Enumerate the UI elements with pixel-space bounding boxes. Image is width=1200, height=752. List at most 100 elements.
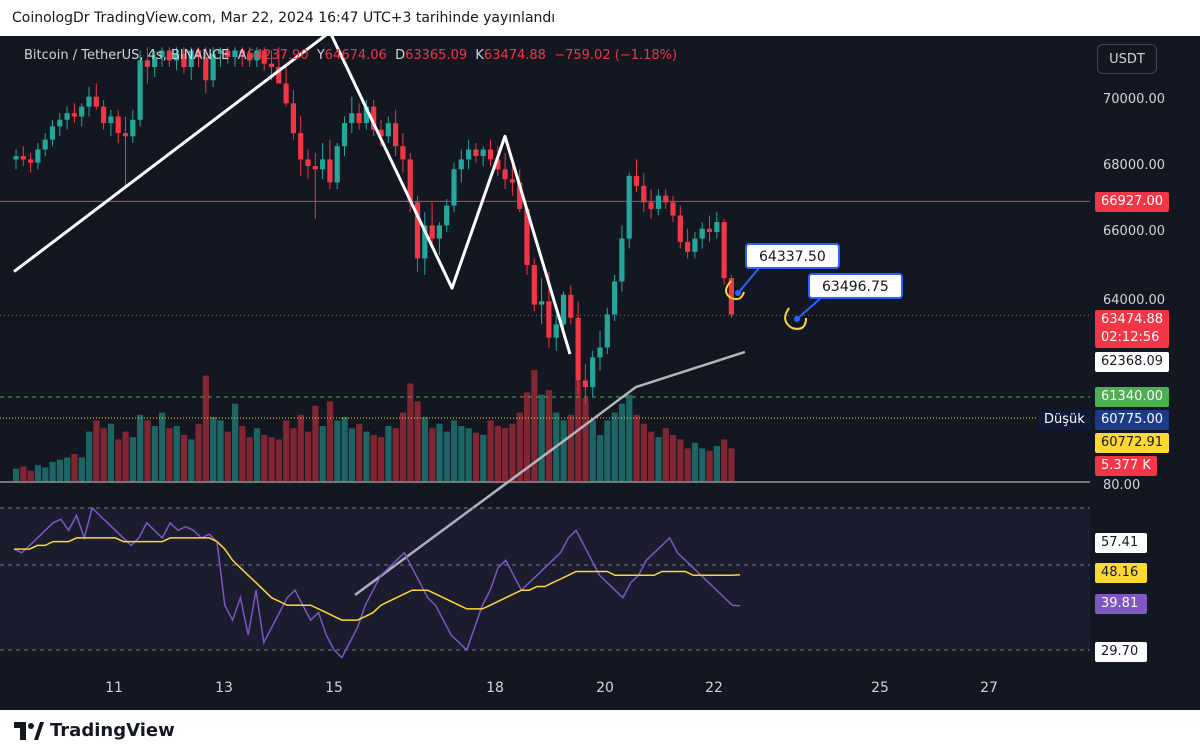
candle-body [101, 106, 107, 124]
rsi-band [0, 508, 1090, 650]
candle-body [64, 113, 70, 120]
candle-body [115, 116, 121, 133]
volume-bar [348, 428, 355, 482]
candle-body [144, 60, 150, 67]
candle-body [195, 50, 202, 58]
candle-body [692, 238, 698, 252]
volume-ma-badge: 60772.91 [1095, 433, 1170, 453]
volume-bar [334, 420, 341, 482]
volume-bar [524, 392, 531, 482]
moving-average-line [354, 350, 746, 597]
candle-body [685, 241, 691, 252]
candle-body [312, 166, 318, 170]
footer-bar: TradingView [0, 710, 1200, 752]
volume-bar [159, 412, 166, 482]
candle-body [444, 205, 450, 226]
candle-body [93, 96, 99, 107]
volume-bar [246, 437, 253, 482]
annotation-marks [725, 266, 823, 330]
candle-body [539, 301, 545, 305]
currency-button[interactable]: USDT [1097, 44, 1157, 74]
candle-body [371, 106, 377, 130]
candle-body [604, 314, 610, 348]
volume-bar [202, 375, 209, 482]
volume-bar [151, 426, 158, 482]
price-callout-second[interactable]: 63496.75 [808, 273, 903, 299]
volume-bar [71, 454, 78, 482]
horizontal-levels [0, 200, 1090, 419]
symbol-legend: Bitcoin / TetherUS, 4s, BINANCE A64237.9… [24, 48, 677, 63]
candle-body [283, 83, 289, 104]
w-pattern-line [13, 36, 572, 355]
rsi-ma-line [14, 537, 741, 621]
candle-body [268, 63, 275, 67]
open-label: A [237, 48, 247, 63]
low-label-badge: Düşük [1038, 410, 1091, 430]
candle-body [436, 225, 442, 239]
volume-bar [662, 428, 669, 482]
candle-body [57, 119, 63, 127]
volume-bar [107, 423, 115, 482]
highlight-circle [784, 307, 807, 330]
volume-bar [604, 420, 611, 482]
volume-bar [567, 414, 574, 482]
price-callout-first[interactable]: 64337.50 [745, 243, 840, 269]
price-axis-label: 64000.00 [1103, 293, 1166, 308]
volume-bar [305, 431, 312, 482]
volume-bar [487, 420, 494, 482]
highlight-circle [725, 280, 745, 301]
candle-body [239, 50, 245, 54]
symbol-name[interactable]: Bitcoin / TetherUS, 4s, BINANCE [24, 48, 230, 63]
volume-bar [122, 431, 129, 482]
candle-body [378, 129, 384, 137]
rsi-axis-label: 80.00 [1103, 478, 1141, 493]
volume-bar [691, 442, 699, 482]
bar-countdown: 02:12:56 [1101, 330, 1160, 345]
volume-bar [655, 437, 662, 482]
volume-bar [451, 420, 458, 482]
candle-body [217, 50, 223, 54]
candle-body [20, 156, 26, 160]
candle-body [130, 119, 136, 137]
volume-bar [472, 432, 480, 482]
candle-body [612, 281, 618, 315]
candle-body [35, 149, 41, 163]
candle-body [414, 202, 421, 259]
candle-body [531, 265, 537, 305]
volume-bar [27, 470, 34, 482]
close-value: 63474.88 [483, 48, 546, 63]
candle-body [385, 123, 391, 137]
volume-bar [224, 431, 231, 482]
volume-bar [239, 426, 246, 482]
volume-bar [699, 448, 706, 482]
last-price-badge: 63474.88 02:12:56 [1095, 310, 1170, 348]
ma-price-badge: 62368.09 [1095, 352, 1170, 372]
candle-body [137, 60, 143, 120]
candle-body [356, 113, 362, 124]
pattern-drawing [13, 36, 572, 355]
volume-bar [188, 439, 195, 482]
chart-panel[interactable]: Bitcoin / TetherUS, 4s, BINANCE A64237.9… [0, 36, 1200, 710]
candle-body [393, 123, 399, 147]
volume-bar [465, 428, 472, 482]
candle-body [728, 278, 734, 315]
candle-body [305, 159, 311, 166]
candle-body [42, 139, 48, 150]
volume-bar [414, 401, 421, 482]
volume-bar [706, 450, 713, 482]
candle-body [225, 50, 231, 58]
chart-canvas[interactable] [0, 36, 1200, 710]
volume-bar [670, 434, 677, 482]
candle-body [320, 159, 326, 170]
candle-body [480, 149, 486, 157]
candle-body [422, 225, 428, 259]
time-axis-label: 13 [215, 680, 233, 696]
volume-bar [502, 428, 509, 482]
candle-body [181, 53, 187, 67]
volume-bar [275, 439, 282, 482]
time-axis-label: 20 [596, 680, 614, 696]
candle-body [699, 228, 705, 239]
volume-bar [721, 439, 728, 482]
tradingview-logo[interactable]: TradingView [14, 720, 175, 741]
candle-body [86, 96, 92, 107]
